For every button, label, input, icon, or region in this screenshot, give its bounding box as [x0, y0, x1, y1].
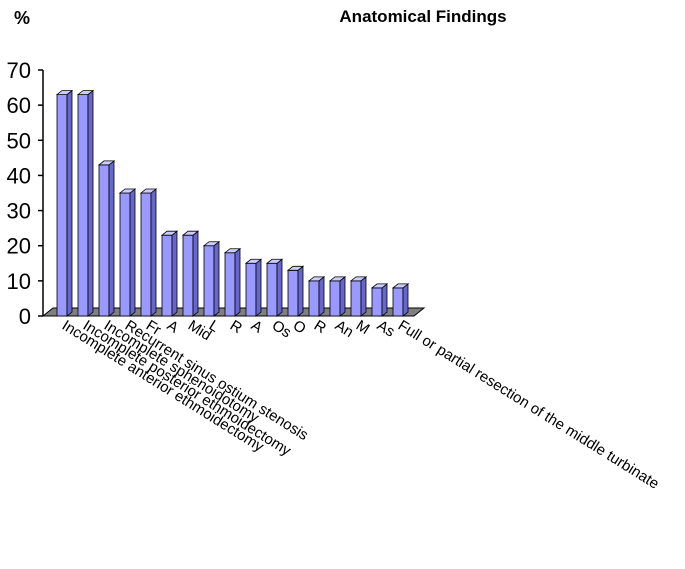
y-tick-label: 20	[7, 234, 31, 259]
bar-top	[307, 276, 326, 282]
bar-front	[224, 252, 236, 317]
bar-side	[234, 247, 241, 317]
bar-front	[182, 234, 194, 317]
bar	[286, 265, 305, 317]
y-tick-label: 60	[7, 93, 31, 118]
bar-front	[287, 269, 299, 317]
y-tick-label: 40	[7, 163, 31, 188]
bar-front	[371, 287, 383, 317]
chart-title: Anatomical Findings	[339, 7, 506, 26]
bar-side	[87, 89, 94, 317]
bar-top	[328, 276, 347, 282]
bar-side	[402, 283, 409, 317]
bar-front	[203, 245, 215, 317]
bar-top	[286, 265, 305, 271]
x-tick-label: M	[353, 317, 373, 338]
x-tick-label: As	[374, 317, 398, 341]
y-tick-label: 30	[7, 199, 31, 224]
bar-front	[119, 192, 131, 317]
bar-side	[213, 240, 220, 317]
bar-side	[276, 258, 283, 317]
y-tick-label: 50	[7, 128, 31, 153]
bar-front	[77, 94, 89, 317]
bar-side	[150, 188, 157, 317]
bar-side	[66, 89, 73, 317]
y-tick-label: 70	[7, 58, 31, 83]
bar-front	[308, 280, 320, 317]
bar-side	[255, 258, 262, 317]
x-tick-labels: Incomplete anterior ethmoidectomyIncompl…	[59, 317, 662, 493]
bar	[391, 283, 410, 317]
x-tick-label: A	[248, 317, 266, 337]
bar-top	[55, 90, 74, 95]
bar-front	[392, 287, 404, 317]
bar-side	[339, 276, 346, 317]
x-tick-label: Incomplete posterior ethmoidectomy	[80, 317, 294, 460]
bar-top	[202, 241, 221, 247]
bar-top	[391, 283, 410, 289]
x-tick-label: An	[332, 317, 357, 341]
bar-side	[171, 230, 178, 317]
x-tick-label: A	[164, 317, 182, 337]
bar-side	[381, 283, 388, 317]
bar-top	[76, 90, 95, 95]
bar-side	[192, 230, 199, 317]
bar-top	[139, 188, 158, 194]
bar-front	[266, 262, 278, 317]
bar	[307, 276, 326, 317]
bar	[160, 230, 179, 317]
x-tick-label: O	[290, 317, 309, 338]
bar-front	[329, 280, 341, 317]
bar-side	[360, 276, 367, 317]
x-tick-label: R	[311, 317, 329, 337]
bar-top	[118, 188, 137, 194]
y-axis-label: %	[14, 8, 30, 28]
bar	[97, 160, 116, 317]
bar-side	[108, 160, 115, 317]
bar	[55, 89, 74, 317]
bar	[118, 188, 137, 317]
bar-top	[349, 276, 368, 282]
bar-top	[97, 160, 116, 166]
bar	[76, 89, 95, 317]
bar	[328, 276, 347, 317]
bar	[181, 230, 200, 317]
bar-top	[244, 258, 263, 264]
y-tick-label: 10	[7, 269, 31, 294]
bar	[370, 283, 389, 317]
y-tick-label: 0	[19, 304, 31, 329]
bar-front	[56, 94, 68, 317]
bar	[139, 188, 158, 317]
x-tick-label: Full or partial resection of the middle …	[395, 317, 662, 493]
y-axis: 0 10 20 30 40 50 60 70	[7, 58, 44, 329]
bar-front	[350, 280, 362, 317]
bar-side	[297, 265, 304, 317]
bar-side	[129, 188, 136, 317]
bar	[265, 258, 284, 317]
bar-front	[245, 262, 257, 317]
bar-top	[181, 230, 200, 236]
bar-front	[98, 164, 110, 317]
x-tick-label: R	[227, 317, 245, 337]
bar-top	[370, 283, 389, 289]
bar-side	[318, 276, 325, 317]
bar-top	[160, 230, 179, 236]
bar-front	[140, 192, 152, 317]
bars	[55, 89, 410, 317]
bar-top	[265, 258, 284, 264]
bar	[202, 240, 221, 317]
bar-front	[161, 234, 173, 317]
bar	[349, 276, 368, 317]
bar	[244, 258, 263, 317]
bar	[223, 247, 242, 317]
bar-top	[223, 248, 242, 254]
